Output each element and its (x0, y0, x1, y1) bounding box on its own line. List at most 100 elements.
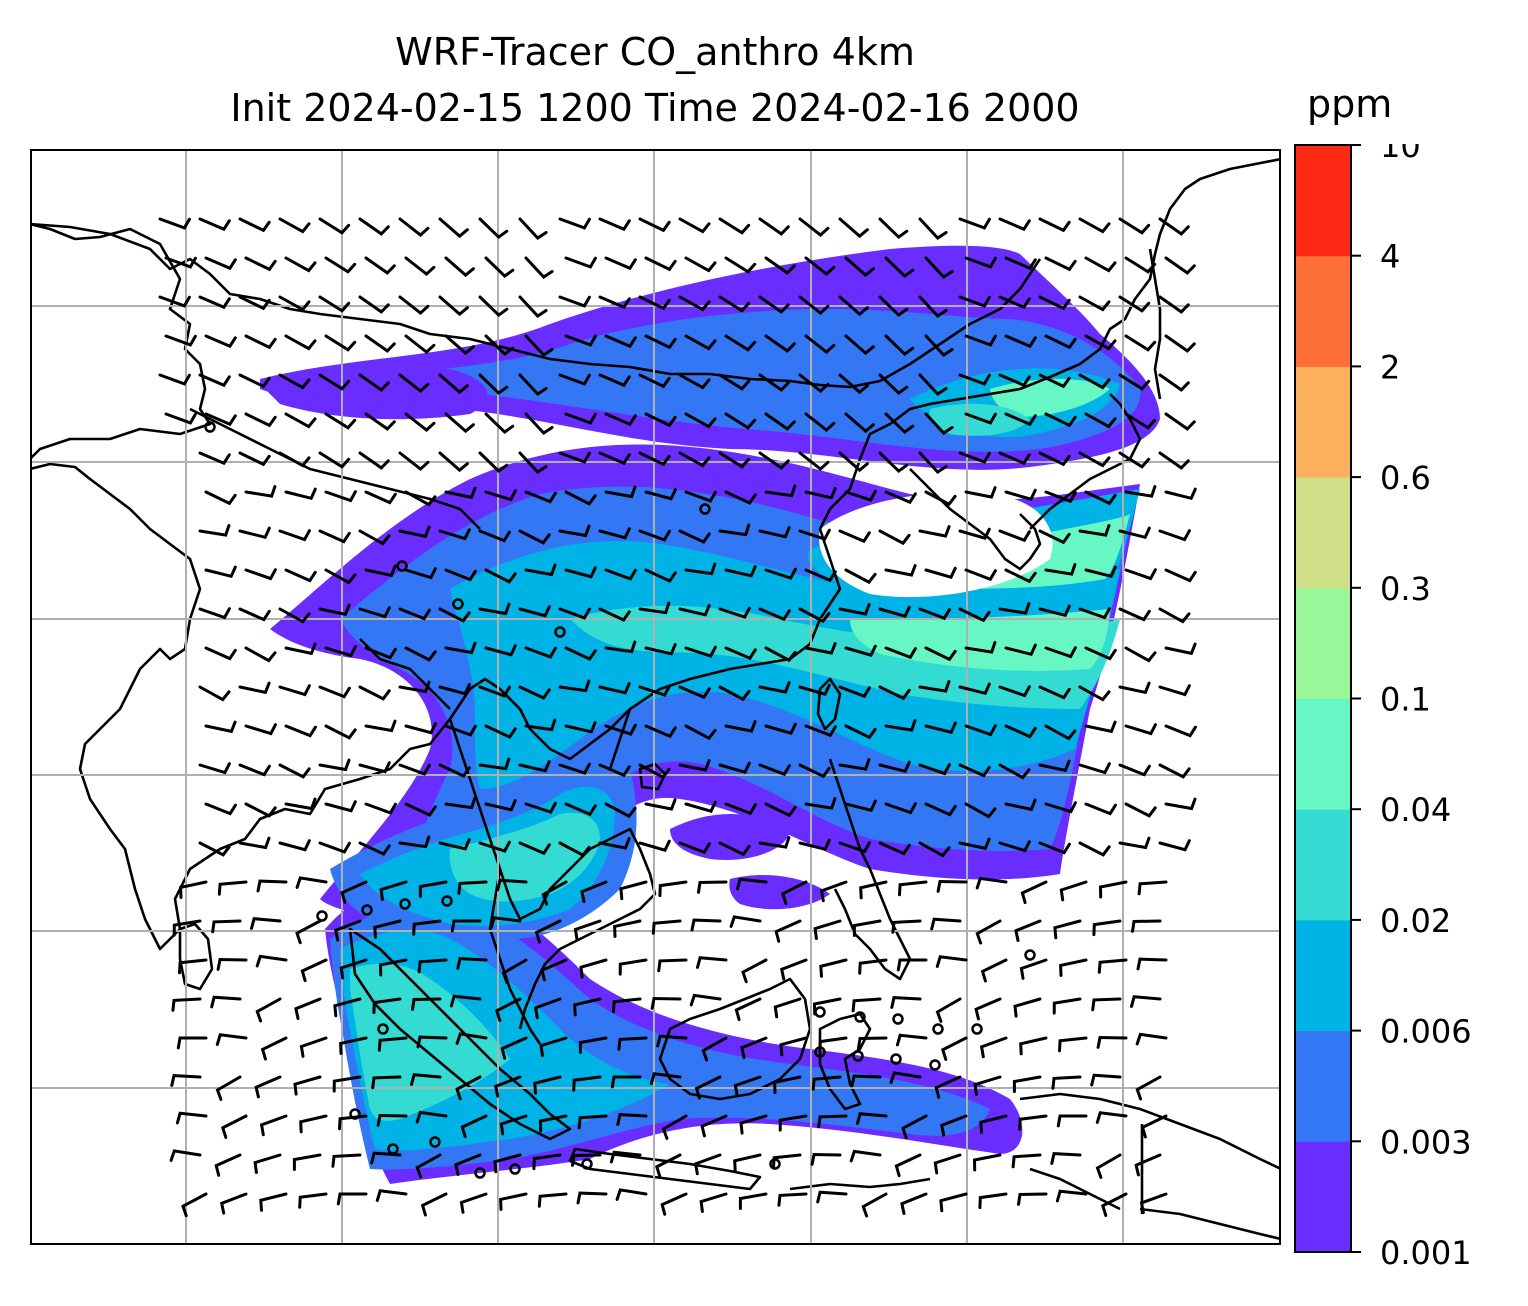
wind-barb (299, 1114, 328, 1134)
wind-barb (293, 1075, 322, 1096)
wind-barb (494, 997, 522, 1022)
colorbar-tick-label: 0.02 (1380, 902, 1451, 940)
wind-barb (1020, 880, 1048, 905)
wind-barb (580, 880, 608, 903)
wind-barb (859, 880, 888, 900)
wind-barb (211, 919, 242, 934)
wind-barb (493, 1075, 522, 1098)
wind-barb (244, 568, 277, 581)
wind-barb (175, 1111, 208, 1125)
wind-barb (238, 607, 271, 622)
wind-barb (729, 915, 762, 928)
wind-barb (420, 1192, 448, 1217)
wind-barb (939, 1192, 968, 1213)
wind-barb (294, 997, 322, 1020)
wind-barb (850, 1074, 882, 1088)
wind-barb (364, 802, 397, 815)
wind-barb (478, 529, 511, 543)
wind-barb (718, 295, 751, 313)
wind-barb (895, 1033, 928, 1047)
wind-barb (598, 682, 631, 695)
wind-barb (650, 996, 682, 1010)
wind-barb (661, 1114, 688, 1140)
wind-barb (764, 484, 797, 498)
wind-barb (278, 839, 311, 852)
wind-barb (764, 567, 797, 580)
wind-barb (318, 451, 351, 469)
wind-barb (244, 802, 277, 818)
wind-barb (1078, 841, 1111, 857)
map-frame (30, 149, 1281, 1245)
wind-barb (844, 256, 875, 278)
calm-wind-circle (1024, 949, 1036, 961)
wind-barb (733, 1153, 762, 1173)
wind-barb (878, 685, 911, 701)
wind-barb (1124, 723, 1157, 736)
wind-barb (1084, 720, 1117, 734)
wind-barb (524, 334, 554, 357)
wind-barb (411, 997, 442, 1011)
wind-barb (438, 683, 471, 696)
wind-barb (339, 958, 368, 980)
wind-barb (884, 719, 917, 732)
wind-barb (404, 646, 437, 662)
wind-barb (1164, 334, 1196, 353)
wind-barb (819, 958, 848, 978)
wind-barb (238, 217, 271, 233)
colorbar-tick-label: 0.6 (1380, 459, 1431, 497)
wind-barb (284, 568, 317, 583)
colorbar-tick-label: 0.04 (1380, 791, 1451, 829)
wind-barb (644, 724, 677, 739)
wind-barb (838, 295, 869, 317)
wind-barb (1055, 1189, 1088, 1203)
wind-barb (204, 334, 237, 349)
wind-barb (1118, 836, 1151, 850)
wind-barb (358, 373, 390, 392)
wind-barb (900, 1192, 928, 1215)
colorbar-band (1295, 1141, 1351, 1253)
wind-barb (398, 217, 430, 237)
wind-barb (438, 607, 471, 623)
wind-barb (1158, 607, 1191, 624)
wind-barb (861, 1192, 888, 1218)
wind-barb (478, 757, 511, 771)
wind-barb (198, 295, 231, 310)
wind-barb (1124, 412, 1157, 430)
wind-barb (798, 451, 830, 471)
wind-barb (438, 217, 469, 239)
wind-barb (878, 605, 911, 618)
wind-barb (284, 724, 317, 738)
wind-barb (740, 1036, 768, 1059)
wind-barb (215, 1033, 248, 1046)
wind-barb (724, 565, 757, 578)
coast-northern-land (30, 222, 1042, 389)
wind-barb (658, 880, 688, 898)
wind-barb (884, 412, 915, 435)
wind-barb (278, 607, 311, 624)
wind-barb (678, 604, 711, 617)
wind-barb (278, 217, 311, 234)
wind-barb (324, 256, 357, 274)
wind-barb (1053, 919, 1082, 940)
wind-barb (718, 685, 751, 702)
wind-barb (1011, 1153, 1042, 1169)
wind-barb (198, 217, 231, 232)
wind-barb (1078, 451, 1111, 468)
wind-barb (454, 1153, 482, 1176)
wind-barb (540, 958, 568, 982)
wind-barb (724, 802, 757, 816)
wind-barb (1158, 763, 1191, 779)
wind-barb (1038, 841, 1071, 855)
wind-barb (613, 919, 642, 938)
coast-taiwan (816, 677, 842, 731)
wind-barb (598, 451, 631, 466)
wind-barb (198, 841, 231, 857)
wind-barb (604, 640, 637, 654)
wind-barb (358, 217, 390, 236)
wind-barb (1044, 801, 1077, 814)
wind-barb (1038, 451, 1071, 467)
wind-barb (478, 451, 509, 474)
wind-barb (852, 919, 882, 937)
wind-barb (170, 1074, 202, 1087)
wind-barb (798, 528, 831, 541)
